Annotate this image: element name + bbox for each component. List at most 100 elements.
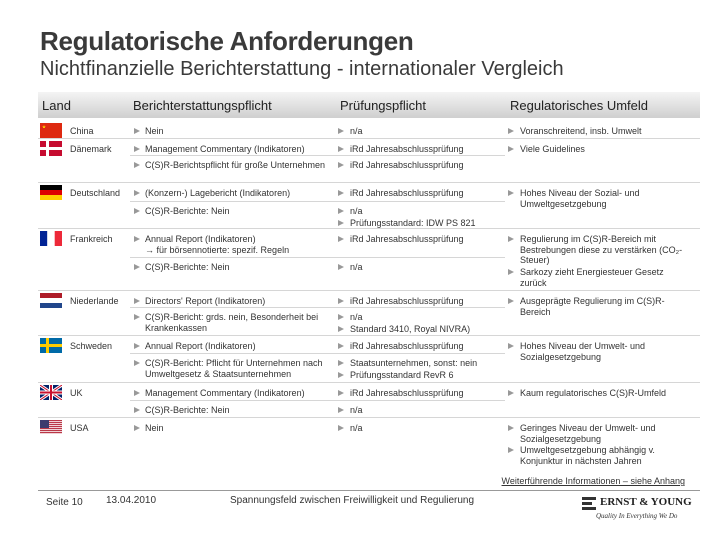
row-separator (38, 382, 700, 383)
cell-text: iRd Jahresabschlussprüfung (350, 234, 464, 244)
cell-text: Sarkozy zieht Energiesteuer Gesetz zurüc… (520, 267, 664, 288)
bullet (508, 447, 514, 453)
bullet (134, 264, 140, 270)
bullet (338, 128, 344, 134)
flag (40, 293, 62, 308)
bullet (134, 390, 140, 396)
cell-text: n/a (350, 206, 363, 216)
country: China (70, 126, 94, 136)
cell-text: C(S)R-Berichtspflicht für große Unterneh… (145, 160, 326, 170)
country: USA (70, 423, 89, 433)
bullet (338, 360, 344, 366)
bullet (134, 360, 140, 366)
footer-title: Spannungsfeld zwischen Freiwilligkeit un… (230, 495, 475, 506)
bullet (338, 390, 344, 396)
logo: ERNST & YOUNG (600, 496, 692, 508)
flag (40, 338, 62, 353)
cell-text: iRd Jahresabschlussprüfung (350, 160, 464, 170)
cell-text: iRd Jahresabschlussprüfung (350, 296, 464, 306)
title: Regulatorische Anforderungen (40, 26, 414, 56)
cell-text: iRd Jahresabschlussprüfung (350, 388, 464, 398)
bullet (338, 236, 344, 242)
cell-text: Regulierung im C(S)R-Bereich mit Bestreb… (520, 234, 683, 265)
bullet (338, 162, 344, 168)
cell-text: Umweltgesetzgebung abhängig v. Konjunktu… (520, 445, 655, 466)
subtitle: Nichtfinanzielle Berichterstattung - int… (40, 58, 564, 80)
cell-text: Directors' Report (Indikatoren) (145, 296, 266, 306)
tagline: Quality In Everything We Do (596, 512, 678, 520)
bullet (338, 372, 344, 378)
row-separator (38, 290, 700, 291)
cell-text: n/a (350, 312, 363, 322)
subrow-separator (130, 400, 505, 401)
footer-line (38, 490, 700, 491)
bullet (508, 425, 514, 431)
bullet (508, 128, 514, 134)
bullet (338, 264, 344, 270)
column-header: Prüfungspflicht (340, 98, 426, 113)
subrow-separator (130, 307, 505, 308)
cell-text: n/a (350, 126, 363, 136)
country: UK (70, 388, 83, 398)
row-separator (38, 335, 700, 336)
row-separator (38, 182, 700, 183)
bullet (338, 146, 344, 152)
bullet (134, 162, 140, 168)
country: Frankreich (70, 234, 113, 244)
page-number: Seite 10 (46, 497, 83, 508)
bullet (134, 343, 140, 349)
cell-text: Nein (145, 126, 164, 136)
cell-text: Hohes Niveau der Umwelt- und Sozialgeset… (520, 341, 646, 362)
bullet (508, 390, 514, 396)
subrow-separator (130, 353, 505, 354)
cell-text: n/a (350, 262, 363, 272)
date: 13.04.2010 (106, 495, 157, 506)
bullet (134, 407, 140, 413)
cell-text: Management Commentary (Indikatoren) (145, 144, 305, 154)
cell-text: Voranschreitend, insb. Umwelt (520, 126, 642, 136)
cell-text: C(S)R-Berichte: Nein (145, 405, 230, 415)
cell-text: Hohes Niveau der Sozial- und Umweltgeset… (520, 188, 640, 209)
cell-text: C(S)R-Bericht: Pflicht für Unternehmen n… (145, 358, 323, 379)
bullet (508, 190, 514, 196)
bullet (508, 298, 514, 304)
flag (40, 185, 62, 200)
header-band (38, 92, 700, 118)
cell-text: n/a (350, 423, 363, 433)
bullet (508, 269, 514, 275)
cell-text: Annual Report (Indikatoren) (145, 341, 256, 351)
subrow-separator (130, 155, 505, 156)
bullet (338, 425, 344, 431)
cell-text: Standard 3410, Royal NIVRA) (350, 324, 471, 334)
flag (40, 385, 62, 400)
cell-text: C(S)R-Berichte: Nein (145, 206, 230, 216)
cell-text: iRd Jahresabschlussprüfung (350, 341, 464, 351)
country: Niederlande (70, 296, 119, 306)
cell-text: iRd Jahresabschlussprüfung (350, 188, 464, 198)
flag (40, 420, 62, 435)
cell-text: Ausgeprägte Regulierung im C(S)R-Bereich (520, 296, 665, 317)
column-header: Berichterstattungspflicht (133, 98, 272, 113)
subrow-separator (130, 257, 505, 258)
logo-mark (582, 497, 596, 510)
flag (40, 141, 62, 156)
bullet (338, 326, 344, 332)
note: Weiterführende Informationen – siehe Anh… (501, 476, 685, 486)
column-header: Regulatorisches Umfeld (510, 98, 649, 113)
cell-text: Annual Report (Indikatoren) → für börsen… (145, 234, 290, 255)
country: Schweden (70, 341, 113, 351)
bullet (338, 220, 344, 226)
cell-text: Management Commentary (Indikatoren) (145, 388, 305, 398)
bullet (134, 314, 140, 320)
row-separator (38, 138, 700, 139)
bullet (134, 208, 140, 214)
bullet (134, 236, 140, 242)
column-header: Land (42, 98, 71, 113)
row-separator (38, 417, 700, 418)
cell-text: Viele Guidelines (520, 144, 585, 154)
flag (40, 231, 62, 246)
cell-text: C(S)R-Berichte: Nein (145, 262, 230, 272)
bullet (134, 190, 140, 196)
bullet (338, 298, 344, 304)
